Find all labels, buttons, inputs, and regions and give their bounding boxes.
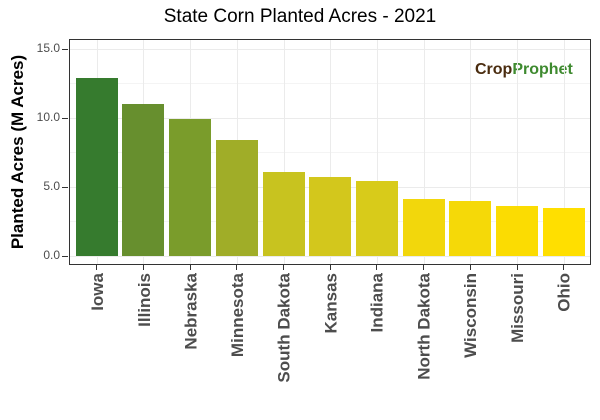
x-tick-label: Minnesota (227, 273, 247, 358)
chart-title: State Corn Planted Acres - 2021 (163, 6, 437, 27)
gridline-v (517, 40, 518, 264)
y-tick-label: 10.0 (36, 109, 60, 124)
gridline-h (70, 83, 590, 85)
x-tick-label: South Dakota (274, 273, 294, 383)
x-tick-label: North Dakota (414, 273, 434, 380)
x-tick (189, 265, 191, 270)
logo-crop: Crop (475, 61, 513, 78)
gridline-h (70, 48, 590, 50)
cropprophet-logo: CropProphet (475, 61, 573, 79)
gridline-v (330, 40, 332, 264)
bar-ohio (542, 207, 585, 256)
y-tick (62, 186, 68, 188)
x-tick-label: Iowa (87, 273, 107, 311)
x-tick-label: Missouri (508, 273, 527, 343)
y-tick-label: 5.0 (43, 178, 60, 193)
gridline-v (376, 40, 378, 264)
x-tick-label: Wisconsin (461, 273, 481, 358)
gridline-h (70, 256, 590, 257)
x-tick (563, 265, 565, 270)
gridline-v (563, 40, 565, 264)
y-tick-label: 15.0 (36, 40, 60, 55)
x-tick-label: Illinois (134, 273, 154, 327)
x-tick (283, 265, 284, 270)
gridline-v (423, 40, 425, 264)
bar-indiana (355, 181, 398, 256)
x-tick-label: Nebraska (181, 273, 201, 350)
gridline-v (283, 40, 285, 264)
bar-nebraska (169, 119, 212, 256)
plot-panel: CropProphet (69, 39, 591, 265)
bar-illinois (122, 103, 165, 256)
x-tick (236, 265, 238, 270)
gridline-h (70, 117, 590, 119)
y-tick (62, 117, 68, 119)
x-tick (329, 265, 331, 270)
bar-kansas (309, 177, 352, 256)
bar-north-dakota (402, 199, 445, 256)
bar-minnesota (215, 139, 258, 256)
bar-missouri (496, 206, 538, 256)
x-tick-label: Indiana (367, 273, 387, 333)
x-tick (423, 265, 425, 270)
x-tick (96, 265, 98, 270)
bar-south-dakota (262, 171, 305, 256)
x-tick-label: Ohio (554, 273, 574, 312)
x-tick (469, 265, 471, 270)
bar-wisconsin (449, 200, 492, 256)
x-tick (376, 265, 378, 270)
bar-iowa (75, 77, 118, 256)
y-tick (62, 48, 68, 50)
x-tick (516, 265, 518, 270)
gridline-h (70, 152, 590, 154)
y-tick-label: 0.0 (43, 248, 60, 262)
gridline-v (470, 40, 472, 264)
y-tick (62, 256, 68, 257)
y-axis-label: Planted Acres (M Acres) (8, 54, 27, 250)
logo-prophet: Prophet (512, 61, 573, 78)
x-tick (142, 265, 144, 270)
x-tick-label: Kansas (321, 273, 341, 334)
